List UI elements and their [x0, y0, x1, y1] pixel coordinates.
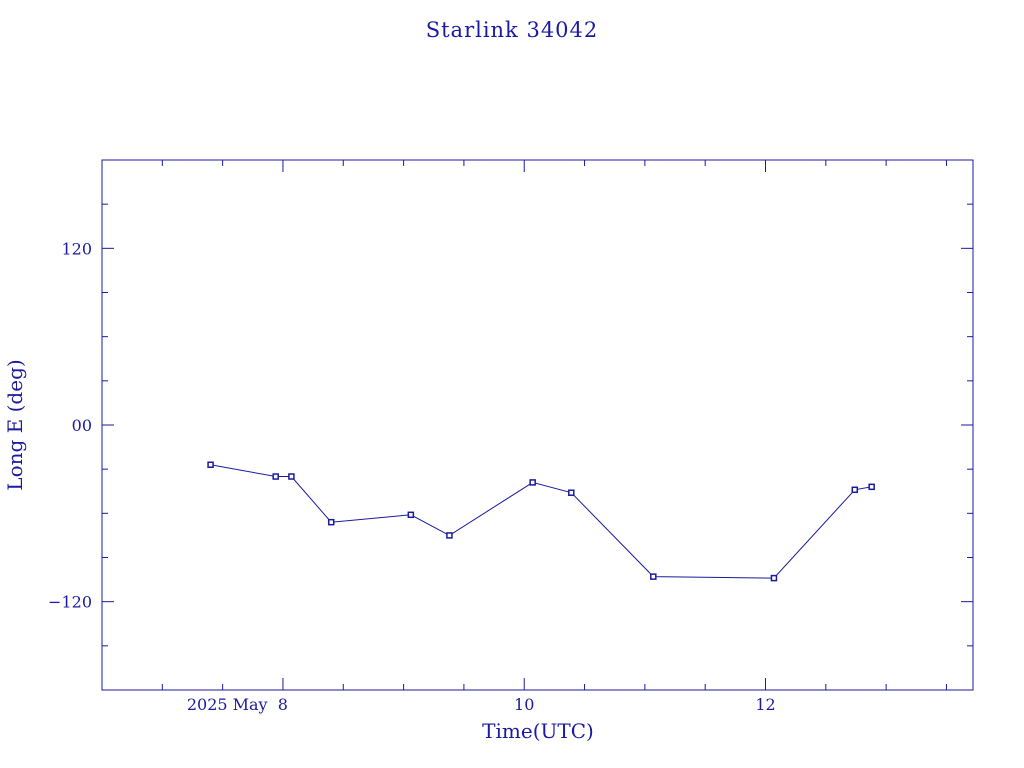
- y-tick-label: 120: [61, 239, 92, 258]
- data-point: [868, 483, 875, 491]
- y-tick-label: −120: [48, 593, 92, 612]
- chart-title: Starlink 34042: [426, 18, 599, 42]
- x-axis-label: Time(UTC): [482, 719, 594, 743]
- x-tick-label: 12: [755, 695, 775, 714]
- y-axis-label: Long E (deg): [3, 359, 27, 490]
- data-point: [851, 486, 859, 494]
- data-point: [529, 479, 536, 486]
- major-ticks: [102, 160, 973, 690]
- y-tick-labels: 120 00 −120: [48, 239, 92, 611]
- data-point: [568, 489, 575, 496]
- x-tick-label: 2025 May 8: [187, 695, 288, 714]
- x-tick-label: 10: [514, 695, 534, 714]
- data-point: [770, 574, 778, 582]
- x-tick-labels: 2025 May 8 10 12: [187, 695, 776, 714]
- data-point: [207, 461, 214, 468]
- data-point: [288, 473, 295, 480]
- data-point: [272, 473, 279, 480]
- data-point: [407, 511, 415, 519]
- data-point: [446, 532, 453, 539]
- y-tick-label: 00: [72, 416, 92, 435]
- minor-ticks: [102, 160, 973, 690]
- data-point: [327, 518, 335, 526]
- series-group: [207, 461, 875, 582]
- data-point: [650, 573, 657, 580]
